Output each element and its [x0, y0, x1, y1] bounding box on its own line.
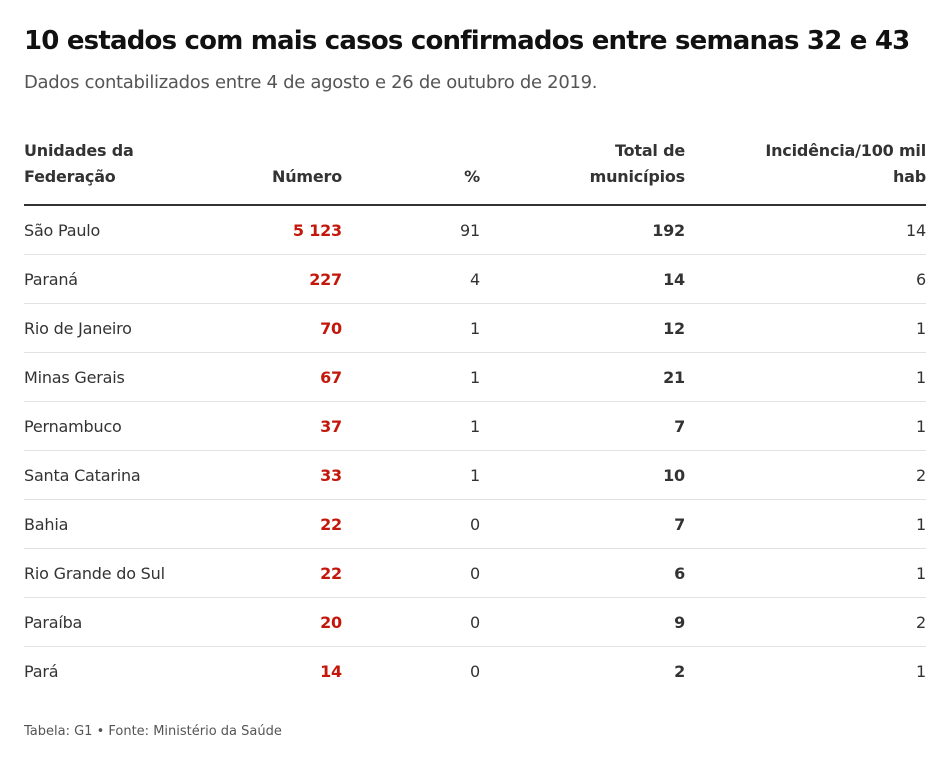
cell-numero: 22	[320, 514, 342, 534]
table-body: São Paulo 5 123 91 192 14 Paraná 227 4 1…	[24, 206, 926, 696]
cell-estado: São Paulo	[24, 220, 101, 240]
cell-incidencia: 1	[916, 318, 926, 338]
cell-municipios: 12	[663, 318, 685, 338]
cell-numero: 37	[320, 416, 342, 436]
page-title: 10 estados com mais casos confirmados en…	[24, 26, 910, 56]
cell-incidencia: 14	[906, 220, 926, 240]
table-row: Bahia 22 0 7 1	[24, 500, 926, 549]
cell-percent: 0	[470, 662, 480, 681]
cell-municipios: 7	[674, 416, 685, 436]
cell-incidencia: 1	[916, 416, 926, 436]
header-percent: %	[464, 167, 480, 186]
cell-incidencia: 6	[916, 269, 926, 289]
table-row: Pernambuco 37 1 7 1	[24, 402, 926, 451]
cell-numero: 5 123	[292, 220, 342, 240]
cell-percent: 1	[470, 416, 480, 436]
cell-incidencia: 1	[916, 662, 926, 681]
source-credit: Tabela: G1 • Fonte: Ministério da Saúde	[24, 724, 282, 739]
cell-estado: Rio de Janeiro	[24, 318, 132, 338]
table-row: Paraíba 20 0 9 2	[24, 598, 926, 647]
cell-municipios: 192	[652, 220, 685, 240]
cell-municipios: 14	[663, 269, 685, 289]
cell-estado: Bahia	[24, 514, 69, 534]
cell-numero: 67	[320, 367, 342, 387]
header-municipios: Total de municípios	[589, 141, 686, 186]
cases-table: Unidades da Federação Número % Total de …	[24, 141, 926, 696]
cell-numero: 22	[320, 563, 342, 583]
cell-percent: 1	[470, 318, 480, 338]
cell-percent: 0	[470, 612, 480, 632]
cell-estado: Rio Grande do Sul	[24, 563, 165, 583]
cell-percent: 1	[470, 465, 480, 485]
cell-incidencia: 1	[916, 367, 926, 387]
cell-municipios: 7	[674, 514, 685, 534]
cell-estado: Paraíba	[24, 612, 83, 632]
table-row: Paraná 227 4 14 6	[24, 255, 926, 304]
table-header: Unidades da Federação Número % Total de …	[24, 141, 926, 206]
header-incidencia: Incidência/100 mil hab	[765, 141, 926, 186]
cell-numero: 14	[320, 662, 342, 681]
cell-numero: 70	[320, 318, 342, 338]
cell-percent: 0	[470, 514, 480, 534]
cell-estado: Santa Catarina	[24, 465, 141, 485]
cell-percent: 1	[470, 367, 480, 387]
table-row: Rio Grande do Sul 22 0 6 1	[24, 549, 926, 598]
cell-percent: 91	[460, 220, 480, 240]
cell-estado: Pernambuco	[24, 416, 122, 436]
cell-numero: 33	[320, 465, 342, 485]
cell-incidencia: 1	[916, 563, 926, 583]
header-numero: Número	[272, 167, 342, 186]
cell-municipios: 6	[674, 563, 685, 583]
table-row: Rio de Janeiro 70 1 12 1	[24, 304, 926, 353]
cell-estado: Minas Gerais	[24, 367, 125, 387]
table-row: Pará 14 0 2 1	[24, 647, 926, 696]
table-row: São Paulo 5 123 91 192 14	[24, 206, 926, 255]
cell-estado: Pará	[24, 662, 59, 681]
cell-numero: 20	[320, 612, 342, 632]
cell-municipios: 2	[674, 662, 685, 681]
cell-percent: 0	[470, 563, 480, 583]
table-row: Minas Gerais 67 1 21 1	[24, 353, 926, 402]
cell-municipios: 10	[663, 465, 685, 485]
header-estado: Unidades da Federação	[24, 141, 134, 186]
cell-municipios: 21	[663, 367, 685, 387]
table-row: Santa Catarina 33 1 10 2	[24, 451, 926, 500]
cell-estado: Paraná	[24, 269, 78, 289]
cell-incidencia: 1	[916, 514, 926, 534]
cell-incidencia: 2	[916, 465, 926, 485]
cell-numero: 227	[309, 269, 342, 289]
cell-incidencia: 2	[916, 612, 926, 632]
cell-percent: 4	[470, 269, 480, 289]
page-subtitle: Dados contabilizados entre 4 de agosto e…	[24, 72, 598, 93]
cell-municipios: 9	[674, 612, 685, 632]
